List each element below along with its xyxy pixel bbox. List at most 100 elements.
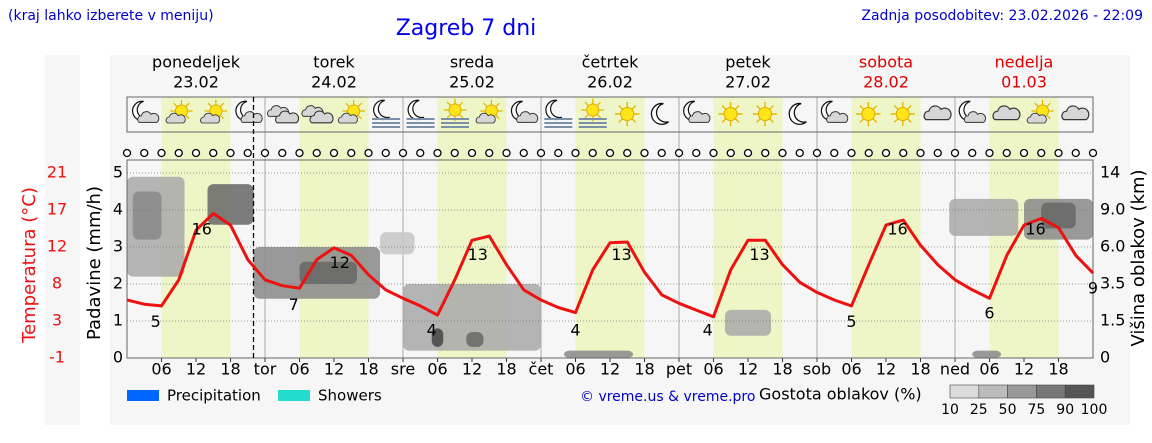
temperature-label: 4 bbox=[570, 320, 580, 339]
temperature-label: 16 bbox=[192, 220, 212, 239]
x-tick-label: ned bbox=[940, 360, 970, 379]
wind-marker bbox=[640, 148, 649, 158]
density-label: 100 bbox=[1081, 402, 1108, 418]
wind-marker bbox=[1019, 148, 1029, 158]
wind-marker bbox=[847, 148, 856, 158]
temperature-label: 4 bbox=[703, 320, 713, 339]
x-tick-label: tor bbox=[254, 360, 277, 379]
cloud-patch bbox=[725, 309, 771, 336]
legend-swatch bbox=[127, 390, 159, 401]
wind-marker bbox=[502, 148, 511, 158]
legend-swatch bbox=[278, 390, 310, 401]
wind-marker bbox=[605, 148, 615, 158]
temperature-line bbox=[126, 211, 1095, 319]
density-title: Gostota oblakov (%) bbox=[759, 385, 922, 404]
day-name: sreda bbox=[450, 53, 494, 72]
wind-marker bbox=[519, 148, 528, 158]
temperature-label: 5 bbox=[846, 312, 856, 331]
cloud-patch bbox=[299, 261, 357, 284]
wind-marker bbox=[1037, 148, 1046, 158]
legend-label: Precipitation bbox=[167, 387, 261, 405]
hint: (kraj lahko izberete v meniju) bbox=[8, 8, 214, 24]
wind-marker bbox=[933, 148, 942, 158]
temp-tick-label: 8 bbox=[52, 274, 62, 293]
density-label: 25 bbox=[970, 402, 988, 418]
wind-marker bbox=[812, 148, 822, 158]
temperature-label: 7 bbox=[289, 295, 299, 314]
wind-marker bbox=[398, 148, 408, 158]
wind-marker bbox=[485, 148, 494, 158]
temperature-label: 16 bbox=[887, 220, 907, 239]
wind-marker bbox=[692, 148, 701, 158]
wind-marker bbox=[157, 148, 166, 158]
x-tick-label: 12 bbox=[186, 360, 206, 379]
density-swatch bbox=[1064, 384, 1095, 399]
x-tick-label: 06 bbox=[979, 360, 999, 379]
updated: Zadnja posodobitev: 23.02.2026 - 22:09 bbox=[861, 8, 1143, 24]
density-label: 75 bbox=[1027, 402, 1045, 418]
wind-marker bbox=[329, 148, 339, 158]
x-tick-label: 12 bbox=[462, 360, 482, 379]
temp-tick-label: 12 bbox=[47, 237, 67, 256]
cloud-patch bbox=[949, 198, 1019, 236]
wind-marker bbox=[778, 148, 787, 158]
wind-marker bbox=[278, 148, 287, 158]
y-tick-label: 2 bbox=[113, 274, 123, 293]
wind-marker bbox=[571, 148, 580, 158]
wind-marker bbox=[864, 148, 873, 158]
plot-border bbox=[126, 159, 1094, 359]
x-tick-label: 18 bbox=[358, 360, 378, 379]
y2-tick-label: 9.0 bbox=[1100, 200, 1125, 219]
temperature-label: 16 bbox=[1025, 220, 1045, 239]
wind-marker bbox=[795, 148, 804, 158]
y2-axis-label: Višina oblakov (km) bbox=[1128, 169, 1149, 346]
wind-marker bbox=[312, 148, 321, 158]
x-tick-label: 06 bbox=[565, 360, 585, 379]
wind-marker bbox=[122, 148, 132, 158]
wind-marker bbox=[260, 148, 270, 158]
temp-tick-label: -1 bbox=[49, 348, 65, 367]
wind-marker bbox=[450, 148, 459, 158]
y2-tick-label: 0 bbox=[1100, 348, 1110, 367]
density-label: 10 bbox=[941, 402, 959, 418]
wind-marker bbox=[416, 148, 425, 158]
y2-tick-label: 1.5 bbox=[1100, 311, 1125, 330]
wind-marker bbox=[761, 148, 770, 158]
wind-marker bbox=[554, 148, 563, 158]
x-tick-label: 06 bbox=[427, 360, 447, 379]
wind-marker bbox=[226, 148, 235, 158]
day-date: 27.02 bbox=[725, 73, 771, 92]
temp-axis-label: Temperatura (°C) bbox=[19, 187, 40, 344]
day-date: 24.02 bbox=[311, 73, 357, 92]
wind-marker bbox=[985, 148, 994, 158]
x-tick-label: 18 bbox=[634, 360, 654, 379]
wind-marker bbox=[295, 148, 304, 158]
temperature-label: 13 bbox=[611, 245, 631, 264]
cloud-patch bbox=[431, 328, 444, 347]
chart-title: Zagreb 7 dni bbox=[396, 16, 537, 41]
temperature-label: 13 bbox=[749, 245, 769, 264]
wind-marker bbox=[623, 148, 632, 158]
y-axis-label: Padavine (mm/h) bbox=[84, 186, 105, 340]
density-swatch bbox=[978, 384, 1008, 399]
wind-marker bbox=[743, 148, 753, 158]
temperature-label: 4 bbox=[427, 320, 437, 339]
day-date: 01.03 bbox=[1001, 73, 1047, 92]
day-band bbox=[299, 97, 369, 358]
day-date: 23.02 bbox=[173, 73, 219, 92]
temperature-label: 5 bbox=[151, 312, 161, 331]
day-name: ponedeljek bbox=[152, 53, 241, 72]
wind-marker bbox=[1088, 148, 1098, 158]
density-swatch bbox=[1036, 384, 1066, 399]
cloud-patch bbox=[132, 191, 162, 240]
day-name: torek bbox=[313, 53, 355, 72]
density-label: 50 bbox=[999, 402, 1017, 418]
wind-marker bbox=[899, 148, 908, 158]
wind-marker bbox=[243, 148, 252, 158]
density-swatch bbox=[1007, 384, 1037, 399]
y-tick-label: 5 bbox=[113, 163, 123, 182]
temperature-label: 6 bbox=[984, 304, 994, 323]
x-tick-label: sob bbox=[803, 360, 831, 379]
credit: © vreme.us & vreme.pro bbox=[580, 389, 755, 405]
temperature-label: 13 bbox=[468, 245, 488, 264]
